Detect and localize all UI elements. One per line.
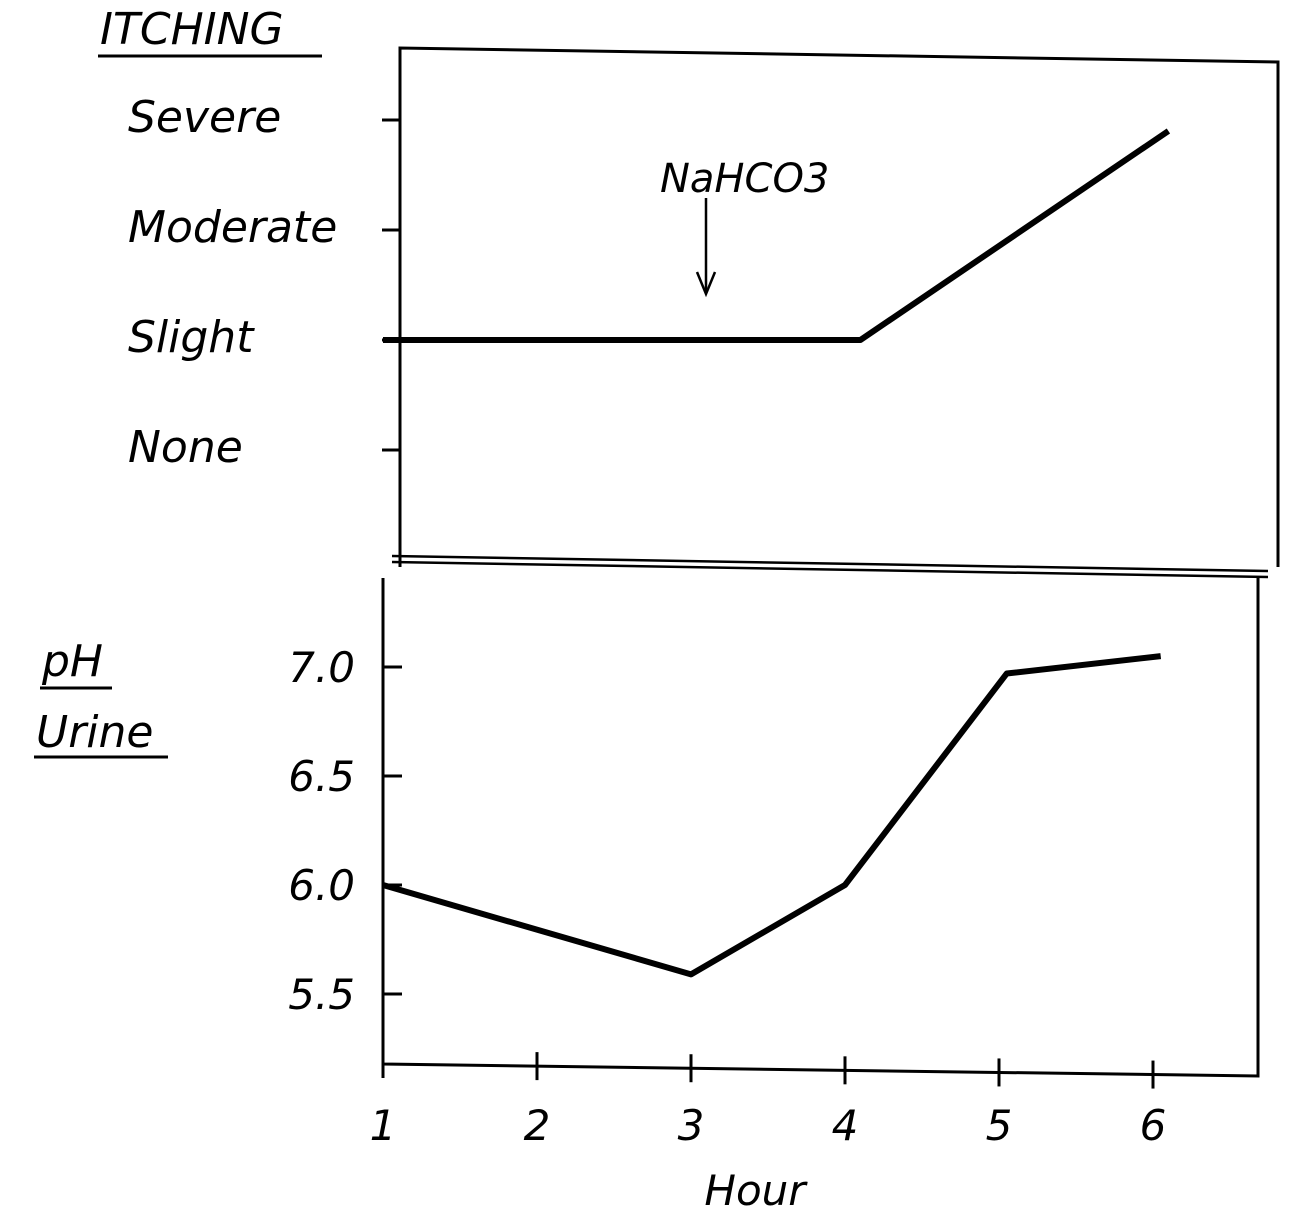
nahco3-arrow-head [695,271,717,298]
itching-level-slight: Slight [128,312,255,363]
ph-series-line [382,653,1162,978]
itching-category-labels: None Slight Moderate Severe [128,92,337,473]
ph-tick-label: 6.0 [288,861,355,910]
hour-tick-label: 4 [832,1101,859,1150]
hour-tick-label: 3 [678,1101,705,1150]
itching-axis-title: ITCHING [100,4,284,55]
hour-tick-label: 2 [524,1101,551,1150]
itching-level-moderate: Moderate [128,202,337,253]
ph-y-ticks: 5.5 6.0 6.5 7.0 [288,643,402,1019]
ph-tick-label: 5.5 [288,970,355,1019]
itching-ticks [382,118,400,452]
hour-tick-label: 5 [986,1101,1013,1150]
hour-tick-label: 1 [370,1101,397,1150]
ph-panel: pH Urine 5.5 6.0 6.5 7.0 1 2 3 4 5 6 Hour [34,578,1260,1210]
itching-panel: ITCHING None Slight Moderate Severe NaHCO3 [98,4,1280,567]
itching-level-none: None [128,422,243,473]
ph-axis-title-line1: pH [41,636,103,687]
itching-panel-frame [398,46,1280,567]
panel-separator-lower [391,560,1269,579]
itching-level-severe: Severe [128,92,281,143]
itching-series-line [383,128,1171,343]
hour-tick-label: 6 [1140,1101,1167,1150]
nahco3-annotation: NaHCO3 [660,156,829,202]
ph-tick-label: 7.0 [288,643,355,692]
panel-separator-upper [391,554,1269,573]
hour-axis-title: Hour [704,1166,808,1210]
ph-tick-label: 6.5 [288,752,355,801]
ph-axis-title-line2: Urine [36,707,153,758]
ph-panel-frame [381,578,1260,1078]
hour-x-ticks: 1 2 3 4 5 6 [370,1050,1167,1150]
